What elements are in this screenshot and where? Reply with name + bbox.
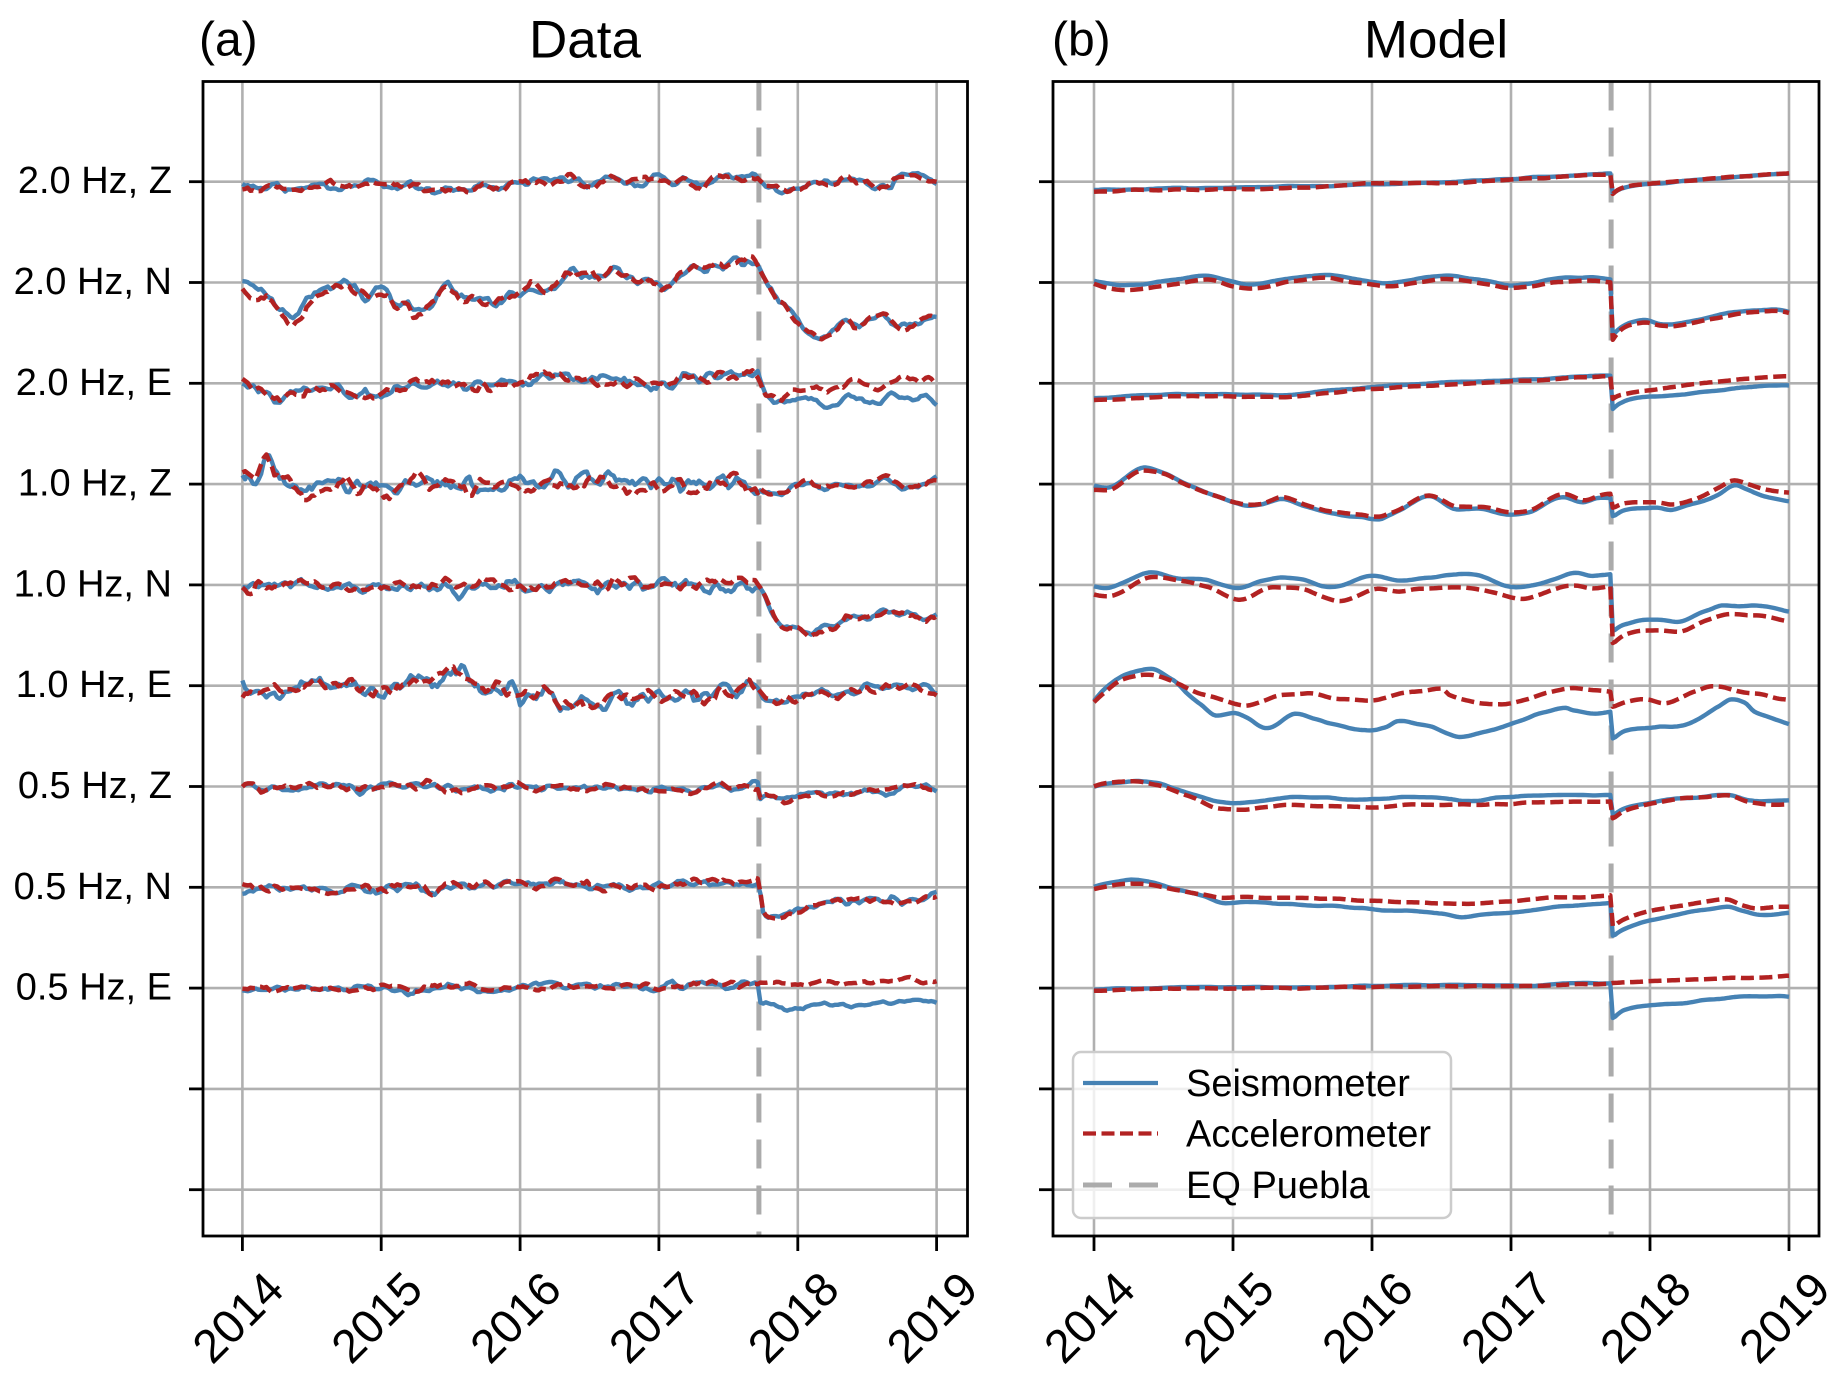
svg-text:0.5 Hz, E: 0.5 Hz, E xyxy=(16,967,172,1009)
svg-text:Seismometer: Seismometer xyxy=(1186,1063,1410,1105)
svg-text:1.0 Hz, Z: 1.0 Hz, Z xyxy=(18,463,172,505)
svg-text:Model: Model xyxy=(1364,11,1508,70)
svg-text:1.0 Hz, E: 1.0 Hz, E xyxy=(16,664,172,706)
svg-text:Data: Data xyxy=(529,11,641,70)
svg-text:2.0 Hz, N: 2.0 Hz, N xyxy=(14,261,172,303)
svg-text:2.0 Hz, Z: 2.0 Hz, Z xyxy=(18,160,172,202)
svg-text:Accelerometer: Accelerometer xyxy=(1186,1114,1431,1156)
svg-text:(b): (b) xyxy=(1052,14,1111,67)
svg-text:0.5 Hz, N: 0.5 Hz, N xyxy=(14,866,172,908)
svg-text:EQ Puebla: EQ Puebla xyxy=(1186,1165,1371,1207)
svg-text:1.0 Hz, N: 1.0 Hz, N xyxy=(14,563,172,605)
svg-text:0.5 Hz, Z: 0.5 Hz, Z xyxy=(18,765,172,807)
svg-text:(a): (a) xyxy=(199,14,258,67)
svg-text:2.0 Hz, E: 2.0 Hz, E xyxy=(16,362,172,404)
